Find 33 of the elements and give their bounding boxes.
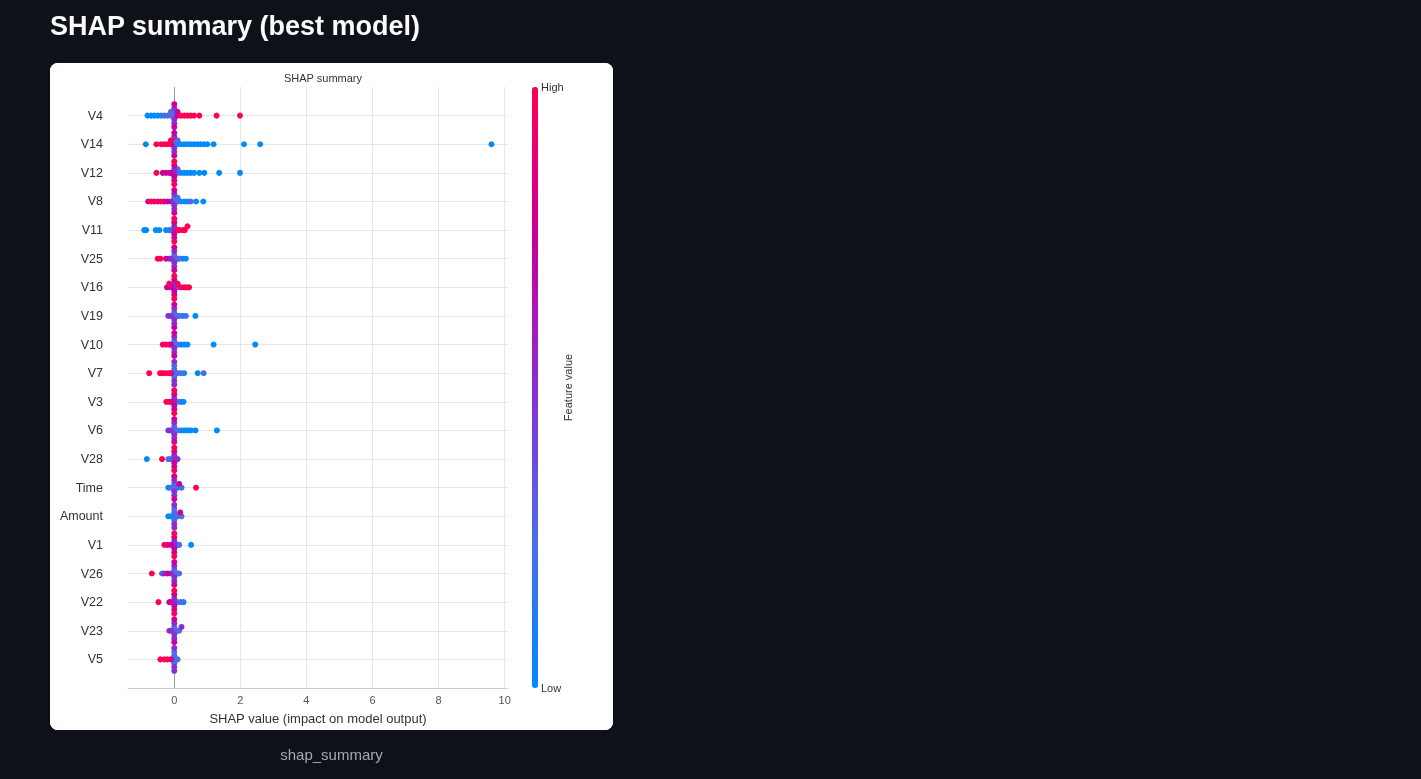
- y-tick-label: Time: [75, 480, 104, 495]
- y-tick-label: V1: [87, 537, 104, 552]
- y-tick-label: V14: [80, 137, 104, 152]
- x-tick-label: 4: [303, 693, 310, 706]
- x-tick-label: 6: [369, 693, 376, 706]
- y-tick-label: V28: [80, 452, 104, 467]
- x-axis-title: SHAP value (impact on model output): [209, 711, 427, 726]
- y-tick-label: V10: [80, 337, 104, 352]
- y-tick-label: Amount: [59, 509, 104, 524]
- text: shap_summary: [279, 745, 384, 765]
- y-tick-label: V6: [87, 423, 104, 438]
- y-tick-label: V16: [80, 280, 104, 295]
- chart-subtitle: SHAP summary: [283, 71, 363, 84]
- y-tick-label: V3: [87, 394, 104, 409]
- x-tick-label: 2: [237, 693, 244, 706]
- x-tick-label: 0: [171, 693, 178, 706]
- y-tick-label: V8: [87, 194, 104, 209]
- x-tick-label: 8: [435, 693, 442, 706]
- y-tick-label: V22: [80, 595, 104, 610]
- y-tick-label: V26: [80, 566, 104, 581]
- chart-title: SHAP summary (best model): [50, 10, 421, 43]
- y-tick-label: V5: [87, 652, 104, 667]
- color-bar-label: High: [541, 80, 564, 93]
- y-tick-label: V23: [80, 623, 104, 638]
- y-tick-label: V7: [87, 366, 104, 381]
- x-tick-label: 10: [498, 693, 511, 706]
- y-tick-label: V11: [81, 223, 104, 238]
- color-bar-label: Low: [541, 681, 562, 694]
- y-tick-label: V4: [87, 108, 104, 123]
- y-tick-label: V12: [80, 165, 104, 180]
- color-bar-title: Feature value: [562, 353, 574, 422]
- y-tick-label: V25: [80, 251, 104, 266]
- y-tick-label: V19: [80, 308, 104, 323]
